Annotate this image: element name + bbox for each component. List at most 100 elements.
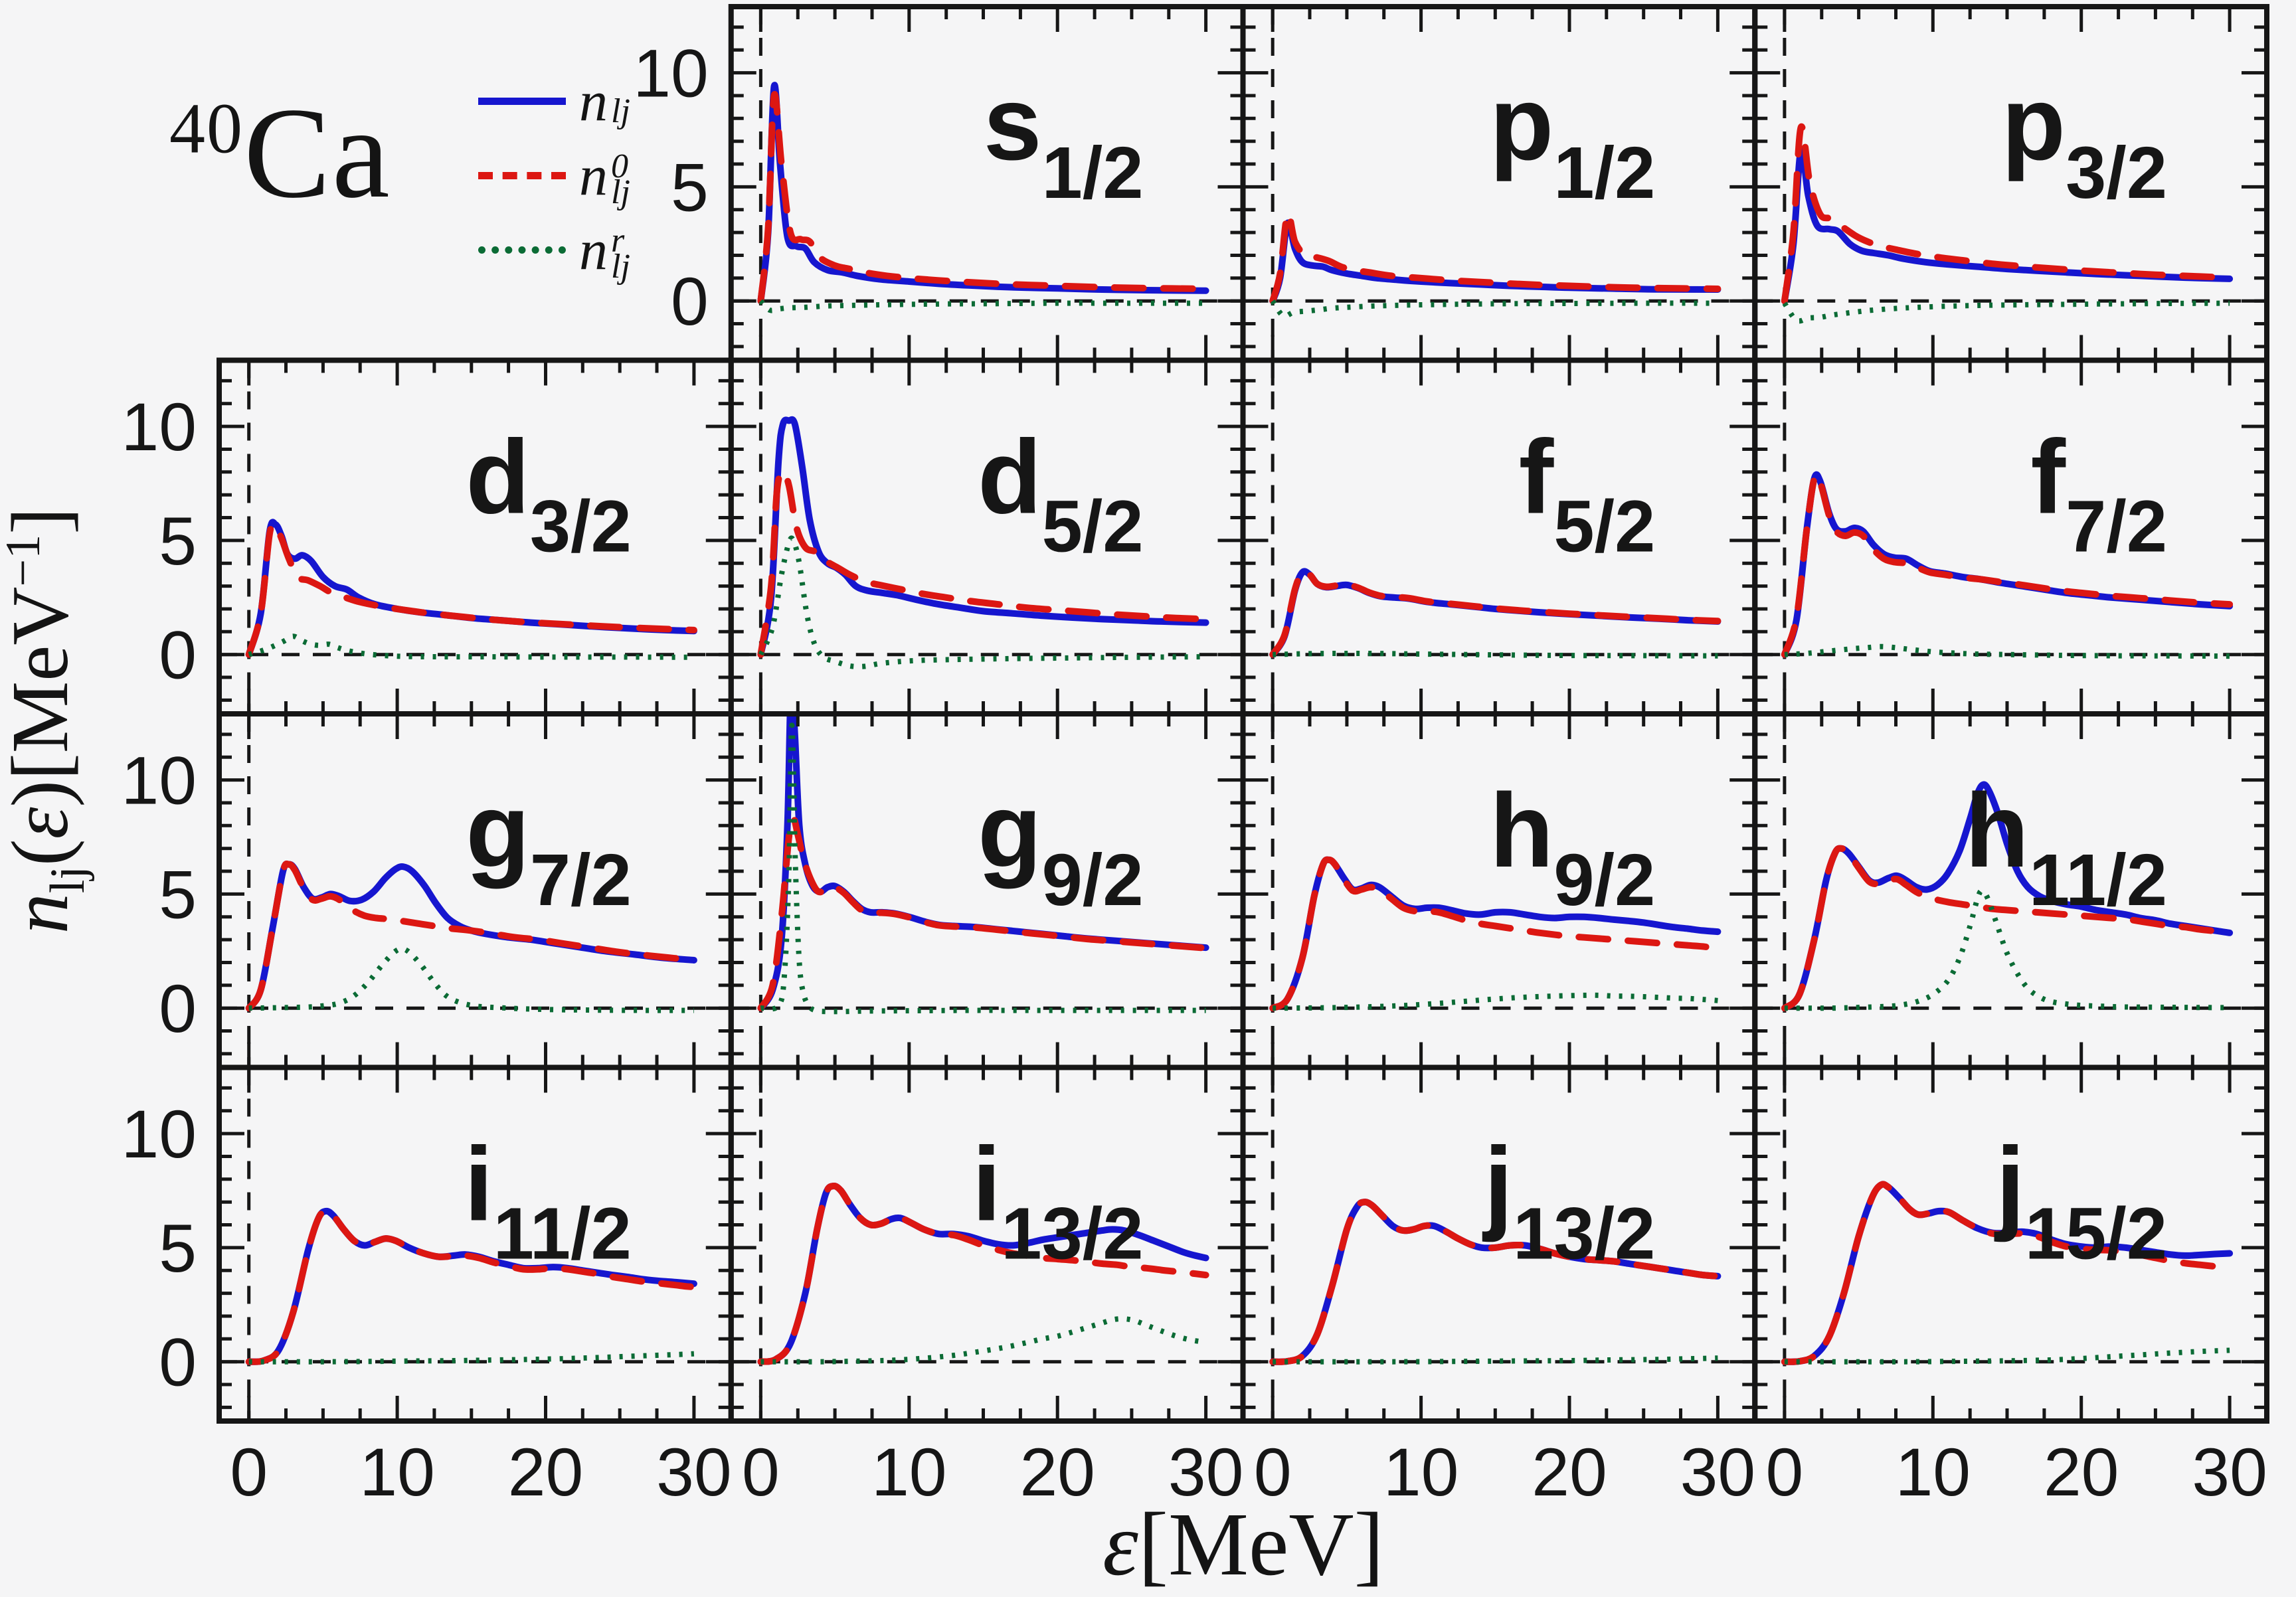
x-tick-label: 0	[742, 1434, 780, 1510]
panel-label: f5/2	[1519, 419, 1656, 568]
x-tick-label: 30	[2192, 1434, 2267, 1510]
panel-label: h9/2	[1490, 772, 1655, 921]
panel-border	[1240, 4, 1758, 363]
y-tick-label: 10	[122, 1096, 197, 1172]
curve-nlj0	[1269, 210, 1722, 305]
x-tick-label: 20	[508, 1434, 583, 1510]
curve-nljr	[1273, 992, 1718, 1011]
axis-ticks	[1755, 360, 2267, 714]
x-tick-label: 30	[656, 1434, 731, 1510]
y-tick-label: 5	[159, 503, 197, 579]
axis-ticks	[1755, 7, 2267, 361]
panel-border	[728, 711, 1246, 1070]
panel-i11-2: i11/2 0 5 10 0 10 20 30	[122, 1064, 734, 1510]
axis-ticks	[1243, 714, 1755, 1068]
panel-label: g7/2	[466, 772, 631, 921]
curve-nlj	[757, 416, 1209, 658]
curve-nljr	[248, 1351, 695, 1365]
x-tick-label: 20	[1532, 1434, 1607, 1510]
panel-label: p1/2	[1490, 65, 1655, 214]
axis-ticks	[731, 1067, 1243, 1421]
curve-nljr	[1784, 1347, 2230, 1365]
panel-p3-2: p3/2	[1752, 4, 2269, 363]
panel-d5-2: d5/2	[728, 357, 1246, 716]
panel-label: p3/2	[2002, 65, 2167, 214]
panel-h11-2: h11/2	[1752, 711, 2269, 1070]
dotted-line-sample-icon	[478, 246, 566, 254]
panel-label: h11/2	[1965, 772, 2167, 921]
panel-label: d3/2	[466, 419, 631, 568]
curve-nlj0	[1269, 1199, 1722, 1365]
panel-g9-2: g9/2	[728, 711, 1246, 1070]
legend-label: n r lj	[579, 218, 630, 286]
curve-nlj0	[757, 1183, 1209, 1365]
panel-border	[217, 1064, 734, 1424]
y-tick-label: 0	[159, 971, 197, 1047]
curve-nlj0	[1781, 471, 2234, 658]
panel-j13-2: j13/2 0 10 20 30	[1240, 1064, 1758, 1510]
panel-h9-2: h9/2	[1240, 711, 1758, 1070]
curve-nljr	[248, 946, 694, 1013]
y-tick-label: 10	[633, 36, 708, 112]
curve-nlj0	[1269, 568, 1722, 658]
curve-nlj	[1269, 568, 1722, 658]
panel-border	[728, 357, 1246, 716]
x-tick-label: 10	[1896, 1434, 1971, 1510]
panel-f7-2: f7/2	[1752, 357, 2269, 716]
legend: n lj n 0 lj n r lj	[478, 64, 630, 287]
axis-ticks	[219, 1067, 731, 1421]
curve-nlj0	[757, 815, 1209, 1012]
panel-label: j15/2	[1994, 1126, 2167, 1275]
curve-nljr	[1784, 888, 2230, 1011]
curve-nlj0	[245, 860, 697, 1012]
curve-nljr	[758, 299, 1206, 313]
y-axis-label: nlj(ε)[MeV−1]	[0, 507, 96, 934]
y-tick-label: 10	[122, 389, 197, 465]
x-tick-label: 0	[230, 1434, 268, 1510]
panel-border	[728, 4, 1246, 363]
x-tick-label: 0	[1254, 1434, 1292, 1510]
solid-line-sample-icon	[478, 97, 566, 105]
panel-g7-2: g7/2 0 5 10	[122, 711, 734, 1070]
panel-label: j13/2	[1482, 1126, 1655, 1275]
panel-f5-2: f5/2	[1240, 357, 1758, 716]
panel-border	[1752, 357, 2269, 716]
axis-ticks	[731, 360, 1243, 714]
axis-ticks	[1243, 360, 1755, 714]
panel-label: i11/2	[464, 1126, 632, 1275]
legend-item-nlj0: n 0 lj	[478, 138, 630, 212]
curve-nlj0	[1781, 123, 2234, 305]
isotope-mass-number: 40	[169, 89, 244, 169]
curve-nljr	[1270, 299, 1718, 319]
panel-border	[1240, 357, 1758, 716]
x-tick-label: 30	[1168, 1434, 1243, 1510]
axis-ticks	[219, 714, 731, 1068]
panel-s1-2: s1/2 0 5 10	[633, 4, 1246, 363]
panel-label: f7/2	[2030, 419, 2167, 568]
legend-item-nlj: n lj	[478, 64, 630, 138]
panel-border	[217, 357, 734, 716]
curve-nlj	[1781, 781, 2234, 1012]
curve-nlj0	[1269, 856, 1722, 1012]
curve-nljr	[248, 633, 694, 660]
curve-nljr	[1784, 643, 2230, 659]
curve-nlj0	[245, 521, 697, 658]
y-tick-label: 5	[671, 149, 709, 225]
legend-label: n lj	[579, 69, 630, 133]
panel-border	[1752, 4, 2269, 363]
panel-label: i13/2	[972, 1126, 1144, 1275]
isotope-symbol: Ca	[244, 81, 391, 225]
y-tick-label: 10	[122, 743, 197, 819]
y-tick-label: 5	[159, 857, 197, 932]
isotope-label: 40Ca	[169, 78, 391, 228]
panel-border	[1752, 711, 2269, 1070]
curve-nljr	[1782, 300, 2230, 324]
panel-border	[1752, 1064, 2269, 1424]
axis-ticks	[731, 7, 1243, 361]
x-axis-label: ε[MeV]	[1103, 1495, 1384, 1594]
panel-label: s1/2	[984, 65, 1144, 214]
panel-i13-2: i13/2 0 10 20 30	[728, 1064, 1246, 1510]
panel-border	[217, 711, 734, 1070]
